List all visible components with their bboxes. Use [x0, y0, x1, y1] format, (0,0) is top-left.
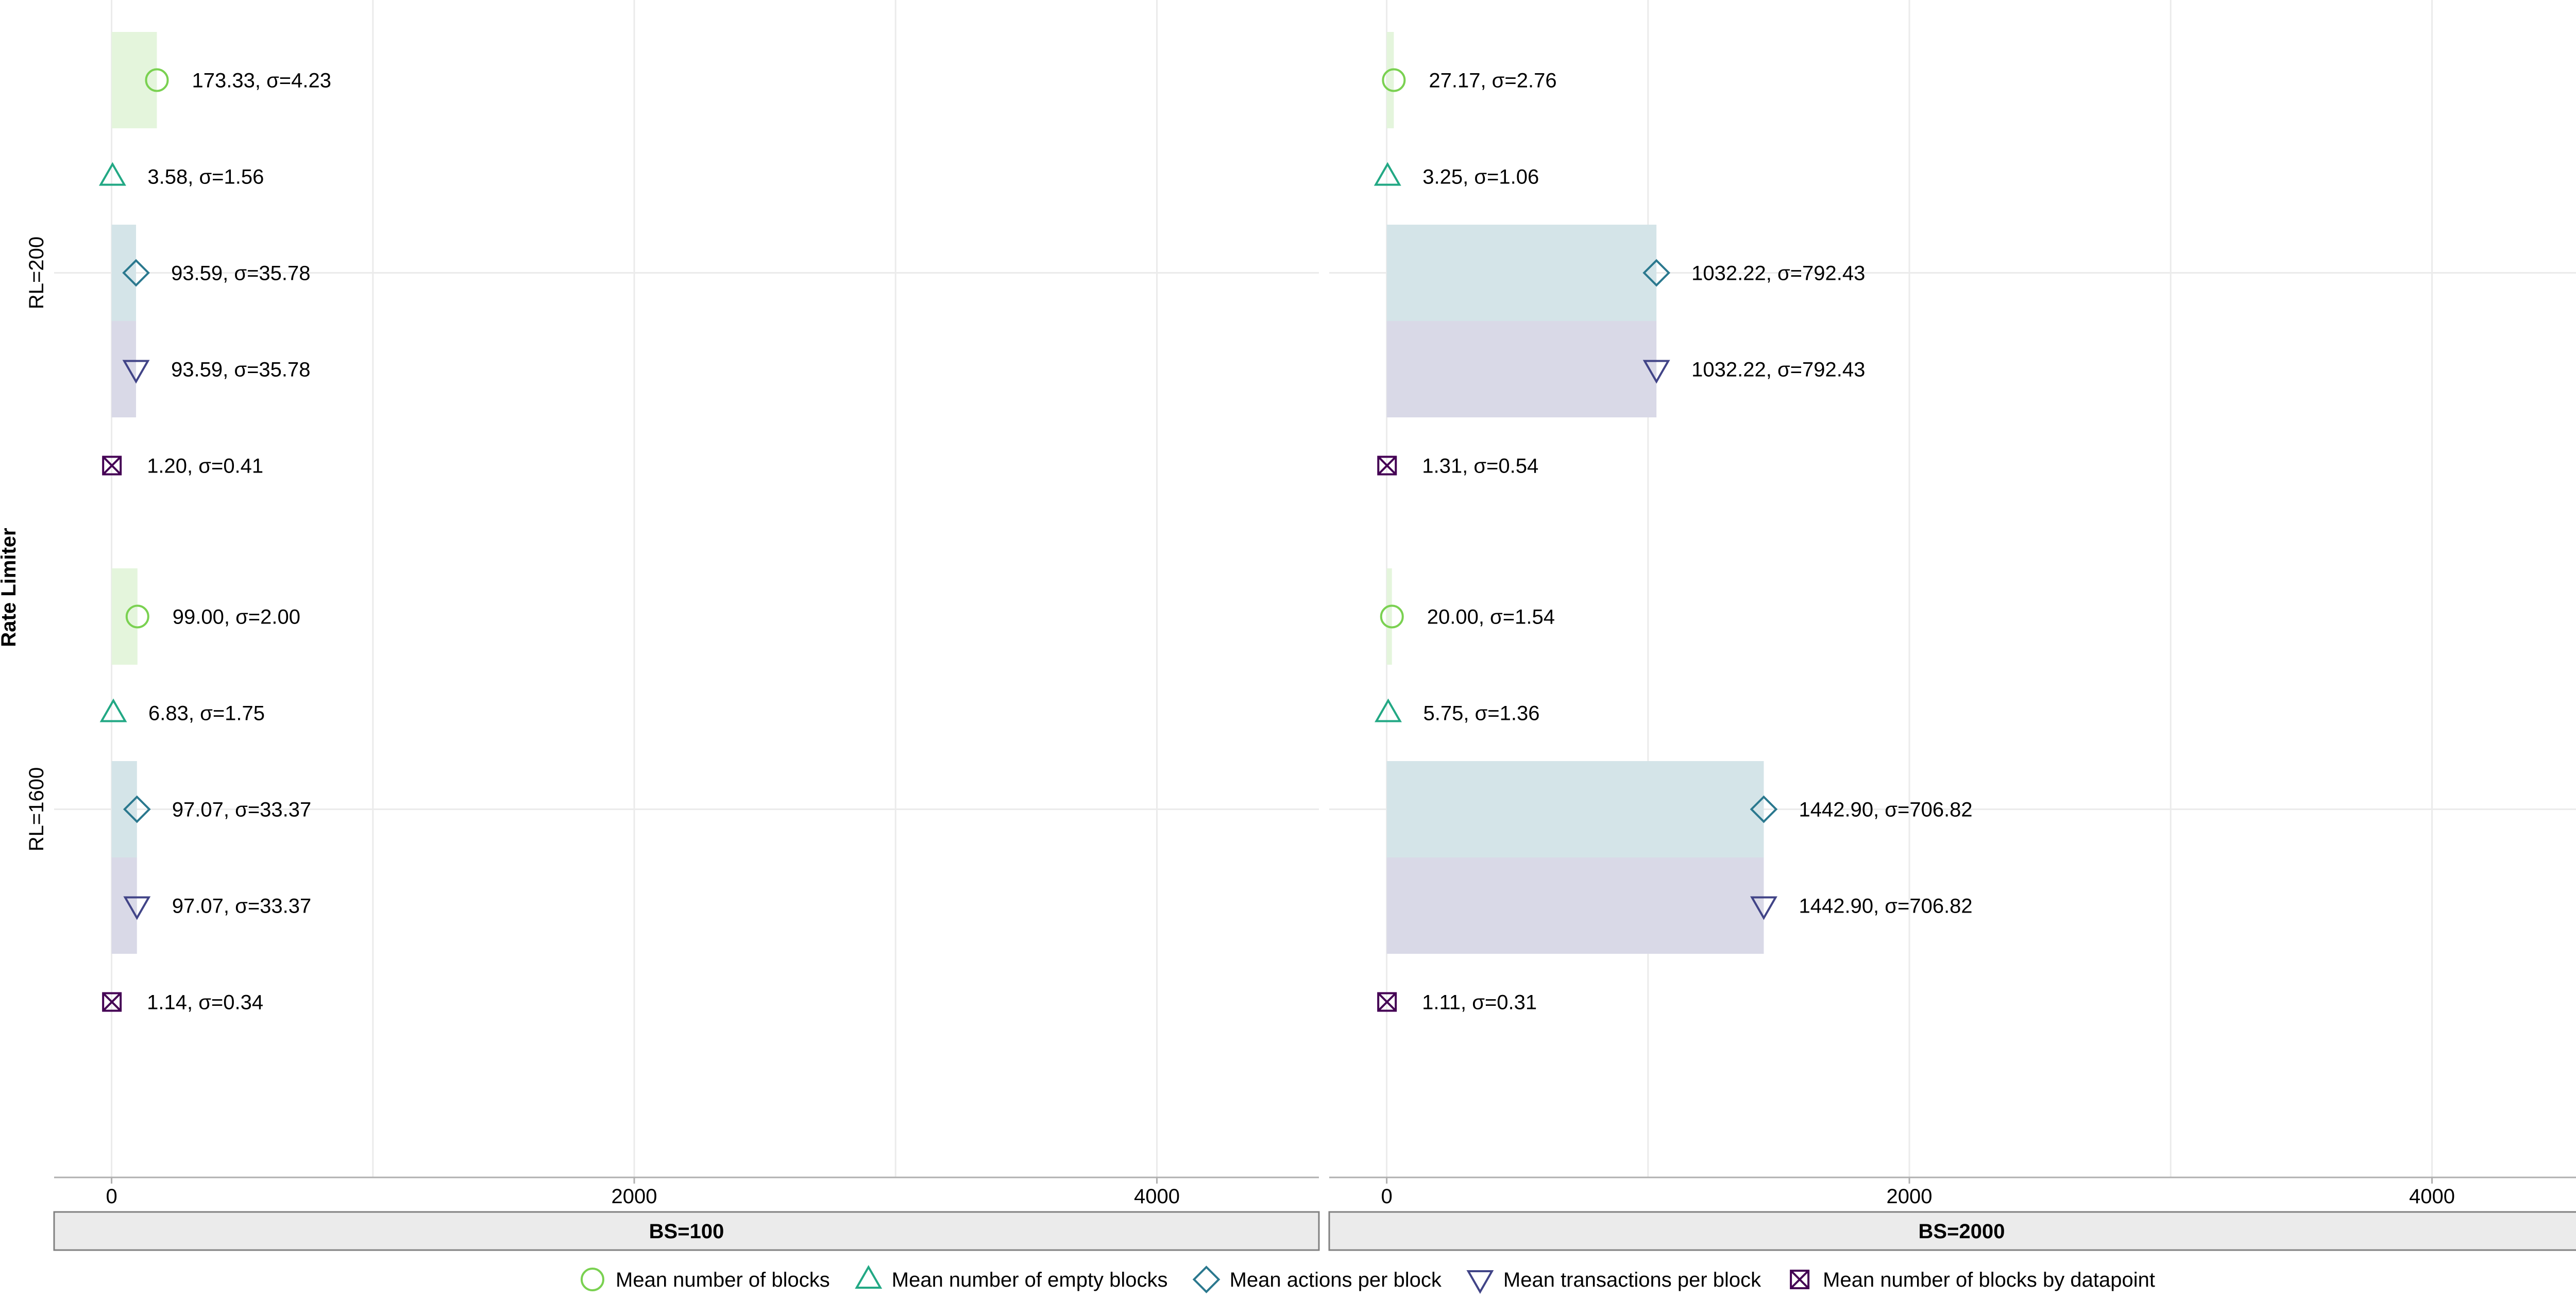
data-label: 1.31, σ=0.54 [1422, 455, 1538, 478]
legend-label: Mean transactions per block [1503, 1269, 1761, 1291]
marker-mean-number-of-empty-blocks [1375, 698, 1402, 722]
data-label: 3.25, σ=1.06 [1422, 166, 1539, 189]
marker-mean-actions-per-block [122, 259, 150, 287]
bar-mean-transactions-per-block [111, 857, 137, 954]
legend-item-mean-number-of-blocks: Mean number of blocks [581, 1268, 830, 1291]
x-tick-label: 0 [1381, 1185, 1392, 1208]
legend-key-mean-number-of-blocks-by-datapoint [1790, 1270, 1810, 1289]
data-label: 1442.90, σ=706.82 [1799, 799, 1972, 821]
bar-mean-number-of-blocks [1386, 568, 1392, 665]
marker-mean-transactions-per-block [1642, 360, 1670, 384]
marker-mean-number-of-blocks-by-datapoint [1377, 456, 1397, 476]
data-label: 93.59, σ=35.78 [171, 262, 310, 285]
data-label: 27.17, σ=2.76 [1429, 70, 1556, 92]
data-label: 1032.22, σ=792.43 [1691, 262, 1865, 285]
marker-mean-number-of-blocks [1382, 68, 1406, 92]
bar-mean-number-of-blocks [111, 568, 138, 665]
x-tick-label: 0 [106, 1185, 117, 1208]
data-label: 3.58, σ=1.56 [147, 166, 264, 189]
data-label: 1442.90, σ=706.82 [1799, 895, 1972, 918]
data-label: 97.07, σ=33.37 [172, 799, 311, 821]
marker-mean-transactions-per-block [123, 896, 151, 920]
marker-mean-number-of-blocks [125, 604, 149, 629]
x-tick-label: 4000 [2409, 1185, 2455, 1208]
facet-strip [1328, 1211, 2576, 1251]
legend-label: Mean number of blocks [616, 1269, 830, 1291]
panel-bs-100: 173.33, σ=4.23 3.58, σ=1.56 93.59, σ=35.78… [53, 0, 1320, 1251]
legend-key-mean-transactions-per-block [1466, 1270, 1494, 1294]
marker-mean-number-of-empty-blocks [1374, 162, 1401, 186]
marker-mean-actions-per-block [1642, 259, 1670, 287]
data-label: 5.75, σ=1.36 [1423, 702, 1540, 725]
group-label-rl-1600: RL=1600 [25, 767, 48, 851]
marker-mean-number-of-empty-blocks [98, 162, 126, 186]
bar-mean-transactions-per-block [1386, 321, 1657, 417]
data-label: 1032.22, σ=792.43 [1691, 359, 1865, 381]
data-label: 99.00, σ=2.00 [173, 606, 300, 629]
facet-strip [53, 1211, 1320, 1251]
data-label: 97.07, σ=33.37 [172, 895, 311, 918]
legend-key-mean-number-of-empty-blocks [855, 1265, 883, 1289]
data-label: 20.00, σ=1.54 [1427, 606, 1555, 629]
legend: Mean number of blocks Mean number of empt… [581, 1265, 2155, 1294]
bar-mean-actions-per-block [1386, 225, 1657, 321]
marker-mean-number-of-blocks [145, 68, 169, 92]
data-label: 1.11, σ=0.31 [1422, 991, 1537, 1014]
marker-mean-actions-per-block [1750, 795, 1778, 823]
chart-panels: 173.33, σ=4.23 3.58, σ=1.56 93.59, σ=35.78… [53, 0, 2576, 1251]
legend-label: Mean actions per block [1230, 1269, 1442, 1291]
data-label: 1.14, σ=0.34 [147, 991, 263, 1014]
y-axis-title: Rate Limiter [0, 528, 20, 647]
marker-mean-actions-per-block [123, 795, 151, 823]
marker-mean-transactions-per-block [1750, 896, 1777, 920]
facet-strip-label: BS=2000 [1919, 1220, 2005, 1243]
data-label: 93.59, σ=35.78 [171, 359, 310, 381]
bar-mean-actions-per-block [1386, 761, 1764, 857]
legend-label: Mean number of blocks by datapoint [1823, 1269, 2155, 1291]
data-label: 1.20, σ=0.41 [147, 455, 263, 478]
x-tick-label: 4000 [1134, 1185, 1180, 1208]
data-label: 173.33, σ=4.23 [192, 70, 331, 92]
x-tick-label: 2000 [1887, 1185, 1933, 1208]
data-label: 6.83, σ=1.75 [148, 702, 265, 725]
legend-item-mean-transactions-per-block: Mean transactions per block [1466, 1269, 1761, 1294]
group-labels: RL=200 RL=1600 [25, 237, 48, 851]
x-tick-label: 2000 [612, 1185, 657, 1208]
legend-item-mean-number-of-blocks-by-datapoint: Mean number of blocks by datapoint [1790, 1269, 2155, 1291]
legend-key-mean-actions-per-block [1192, 1266, 1221, 1293]
facet-strip-label: BS=100 [649, 1220, 724, 1243]
legend-item-mean-number-of-empty-blocks: Mean number of empty blocks [855, 1265, 1168, 1291]
marker-mean-number-of-blocks-by-datapoint [1377, 992, 1397, 1012]
bar-mean-transactions-per-block [1386, 857, 1764, 954]
marker-mean-number-of-blocks [1380, 604, 1404, 629]
bar-mean-number-of-blocks [111, 32, 157, 128]
marker-mean-number-of-blocks-by-datapoint [102, 992, 122, 1012]
legend-key-mean-number-of-blocks [581, 1268, 604, 1291]
marker-mean-transactions-per-block [122, 360, 150, 384]
marker-mean-number-of-blocks-by-datapoint [102, 456, 122, 476]
bar-mean-transactions-per-block [111, 321, 137, 417]
legend-label: Mean number of empty blocks [892, 1269, 1168, 1291]
group-label-rl-200: RL=200 [25, 237, 48, 309]
bar-mean-number-of-blocks [1386, 32, 1394, 128]
legend-item-mean-actions-per-block: Mean actions per block [1192, 1266, 1442, 1293]
panel-bs-2000: 27.17, σ=2.76 3.25, σ=1.06 1032.22, σ=792.… [1328, 0, 2576, 1251]
marker-mean-number-of-empty-blocks [99, 698, 127, 722]
